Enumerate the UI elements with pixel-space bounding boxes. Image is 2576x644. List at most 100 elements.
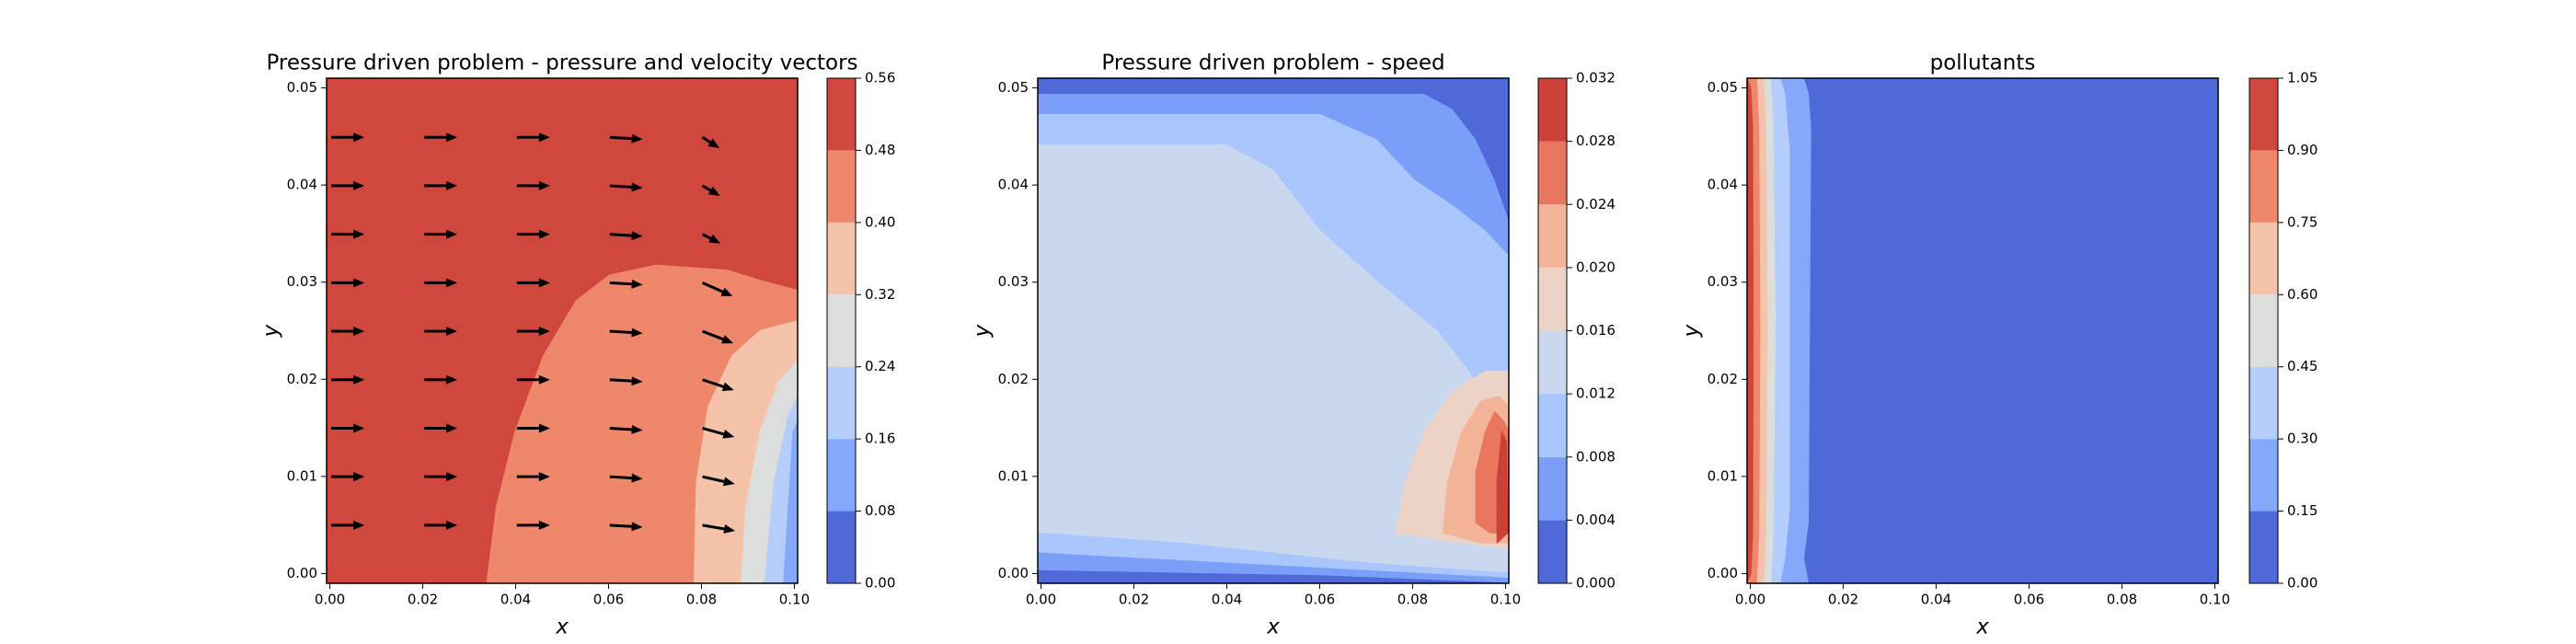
y-tick-label: 0.00 <box>998 565 1029 581</box>
x-tick-label: 0.04 <box>1212 592 1242 608</box>
arrow-head <box>353 132 365 143</box>
x-tick-label: 0.10 <box>1490 592 1521 608</box>
y-tick-label: 0.00 <box>287 565 317 581</box>
velocity-arrow <box>609 475 636 480</box>
velocity-arrow <box>701 281 727 295</box>
arrow-head <box>707 138 720 149</box>
colorbar-band <box>2249 150 2278 223</box>
y-axis-label: y <box>1680 324 1704 338</box>
colorbar-tick-label: 0.24 <box>865 358 895 374</box>
colorbar-frame <box>2248 77 2279 584</box>
colorbar-tick-label: 0.00 <box>865 575 895 592</box>
x-axis-label: x <box>555 615 569 639</box>
x-tick-label: 0.10 <box>779 592 810 608</box>
chart-title: Pressure driven problem - speed <box>1101 52 1444 75</box>
y-tick-label: 0.02 <box>287 371 317 387</box>
axes-frame <box>1037 77 1510 584</box>
colorbar-band <box>1538 141 1567 205</box>
colorbar-tick-label: 0.008 <box>1576 448 1616 465</box>
arrow-head <box>538 278 550 288</box>
arrow-head <box>538 229 550 239</box>
axes-frame <box>326 77 799 584</box>
colorbar-tick-label: 0.32 <box>865 286 895 303</box>
colorbar-band <box>2249 439 2278 512</box>
colorbar-tick-label: 0.024 <box>1576 196 1616 213</box>
arrow-head <box>631 182 643 192</box>
y-tick-label: 0.01 <box>1708 467 1738 484</box>
y-tick-label: 0.04 <box>998 177 1029 193</box>
arrow-head <box>631 522 643 532</box>
arrow-head <box>445 472 457 482</box>
colorbar-tick-label: 0.016 <box>1576 322 1616 339</box>
colorbar-tick-label: 0.75 <box>2287 213 2317 230</box>
x-tick-label: 0.06 <box>2014 592 2044 608</box>
arrow-head <box>445 327 457 337</box>
velocity-arrow <box>702 378 728 389</box>
colorbar-band <box>2249 511 2278 583</box>
colorbar-band <box>827 150 856 223</box>
colorbar-tick-label: 0.028 <box>1576 132 1616 149</box>
x-tick-label: 0.02 <box>408 592 438 608</box>
y-tick-label: 0.04 <box>1708 177 1738 193</box>
arrow-head <box>631 328 643 338</box>
arrow-head <box>722 430 735 439</box>
colorbar-band <box>2249 294 2278 367</box>
arrow-head <box>353 327 365 337</box>
colorbar-tick-label: 0.004 <box>1576 512 1616 528</box>
arrow-head <box>631 424 643 434</box>
arrow-head <box>445 180 457 190</box>
arrow-head <box>445 374 457 385</box>
arrow-head <box>353 472 365 482</box>
colorbar-tick-label: 0.90 <box>2287 142 2317 158</box>
colorbar-band <box>827 511 856 583</box>
velocity-arrow <box>702 475 729 484</box>
x-axis-label: x <box>1266 615 1280 639</box>
colorbar-band <box>1538 330 1567 395</box>
colorbar-tick-label: 0.15 <box>2287 502 2317 519</box>
colorbar-tick-label: 0.032 <box>1576 70 1616 86</box>
y-tick-label: 0.05 <box>287 79 317 96</box>
arrow-head <box>631 473 643 483</box>
arrow-head <box>538 423 550 433</box>
arrow-head <box>538 327 550 337</box>
arrow-head <box>538 180 550 190</box>
y-axis-label: y <box>971 324 995 338</box>
y-tick-label: 0.04 <box>287 177 317 193</box>
x-tick-label: 0.08 <box>1397 592 1428 608</box>
y-tick-label: 0.05 <box>998 79 1029 96</box>
arrow-head <box>708 234 721 244</box>
arrow-head <box>445 520 457 530</box>
colorbar-band <box>827 222 856 295</box>
y-tick-label: 0.02 <box>1708 371 1738 387</box>
axes-frame <box>1746 77 2219 584</box>
arrow-head <box>538 374 550 385</box>
colorbar-tick-label: 0.000 <box>1576 575 1616 592</box>
arrow-head <box>722 477 735 487</box>
colorbar-tick-label: 0.56 <box>865 70 895 86</box>
y-tick-label: 0.03 <box>1708 273 1738 290</box>
colorbar-band <box>1538 520 1567 583</box>
arrow-head <box>353 520 365 530</box>
y-tick-label: 0.05 <box>1708 79 1738 96</box>
y-tick-label: 0.01 <box>998 467 1029 484</box>
colorbar-band <box>827 78 856 151</box>
arrow-head <box>538 472 550 482</box>
colorbar-tick-label: 1.05 <box>2287 70 2317 86</box>
x-tick-label: 0.06 <box>1305 592 1335 608</box>
arrow-head <box>353 278 365 288</box>
y-tick-label: 0.03 <box>998 273 1029 290</box>
chart-title: Pressure driven problem - pressure and v… <box>266 52 857 75</box>
y-tick-label: 0.01 <box>287 467 317 484</box>
velocity-arrow <box>609 378 636 383</box>
colorbar-band <box>827 366 856 440</box>
y-axis-label: y <box>259 324 283 338</box>
velocity-arrow <box>609 135 636 141</box>
colorbar-tick-label: 0.30 <box>2287 431 2317 447</box>
colorbar-tick-label: 0.45 <box>2287 358 2317 374</box>
velocity-arrow <box>609 184 636 190</box>
colorbar-tick-label: 0.00 <box>2287 575 2317 592</box>
arrow-head <box>631 279 643 289</box>
colorbar-band <box>827 439 856 512</box>
x-tick-label: 0.00 <box>1026 592 1056 608</box>
